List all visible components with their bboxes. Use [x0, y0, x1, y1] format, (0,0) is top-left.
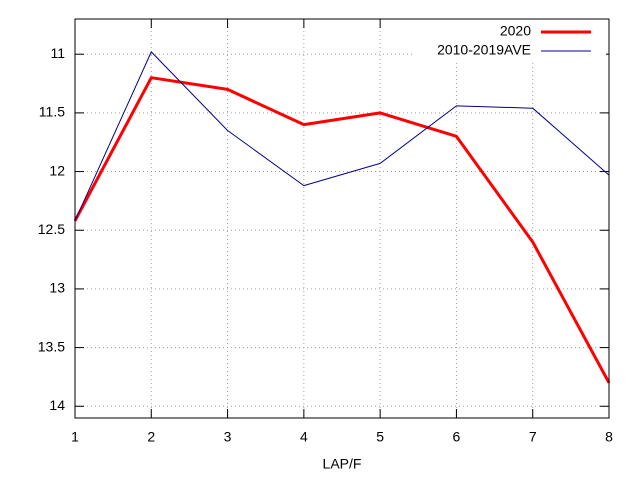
legend-background [412, 19, 606, 61]
y-tick-label: 13 [49, 280, 65, 296]
plot-frame [74, 18, 610, 419]
x-tick-label: 4 [300, 429, 308, 445]
x-tick-label: 3 [224, 429, 232, 445]
y-tick-label: 11 [50, 45, 65, 61]
y-tick-label: 12 [49, 162, 65, 178]
y-tick-label: 14 [49, 397, 65, 413]
x-tick-label: 2 [147, 429, 155, 445]
data-line [73, 76, 611, 384]
x-tick-label: 8 [605, 429, 613, 445]
x-axis-label: LAP/F [323, 456, 362, 472]
data-line [74, 51, 610, 222]
y-tick-label: 11.5 [39, 104, 65, 120]
x-tick-label: 1 [71, 429, 79, 445]
y-tick-label: 12.5 [38, 221, 65, 237]
x-tick-label: 5 [376, 429, 384, 445]
legend-label: 2020 [500, 23, 531, 39]
x-tick-label: 7 [529, 429, 537, 445]
x-tick-label: 6 [453, 429, 461, 445]
y-tick-label: 13.5 [38, 338, 65, 354]
legend-label: 2010-2019AVE [437, 42, 531, 58]
